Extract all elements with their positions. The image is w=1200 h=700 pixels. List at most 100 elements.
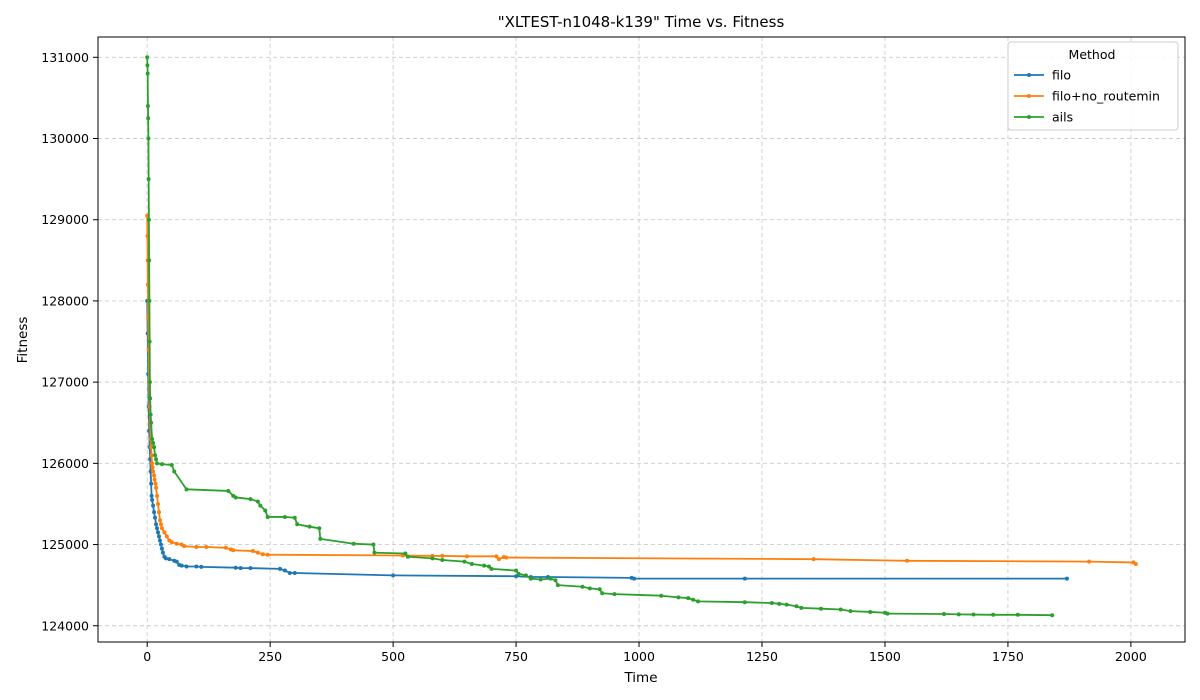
data-point — [696, 599, 701, 604]
data-point — [155, 493, 160, 498]
data-point — [482, 563, 487, 568]
data-point — [151, 441, 156, 446]
data-point — [260, 552, 265, 557]
series-filo — [145, 298, 1069, 581]
data-point — [146, 177, 151, 182]
data-point — [248, 566, 253, 571]
data-point — [371, 542, 376, 547]
y-tick-label: 125000 — [41, 537, 89, 552]
data-point — [742, 600, 747, 605]
series-filo-no-routemin — [145, 213, 1138, 567]
grid — [98, 37, 1185, 642]
x-tick-label: 750 — [504, 649, 528, 664]
data-point — [149, 420, 154, 425]
x-tick-label: 1500 — [869, 649, 901, 664]
series-line — [146, 57, 1053, 617]
data-point — [151, 469, 156, 474]
data-point — [538, 577, 543, 582]
x-tick-label: 0 — [143, 649, 151, 664]
data-point — [462, 559, 467, 564]
ticks: 0 250 500 750 1000 1250 1500 1750 2000 124000 1250… — [41, 50, 1147, 664]
data-point — [292, 515, 297, 520]
data-point — [487, 564, 492, 569]
data-point — [145, 71, 150, 76]
data-point — [194, 544, 199, 549]
data-point — [292, 570, 297, 575]
legend-marker — [1027, 73, 1031, 77]
data-point — [941, 611, 946, 616]
data-point — [528, 576, 533, 581]
data-point — [148, 412, 153, 417]
data-point — [430, 556, 435, 561]
data-point — [159, 462, 164, 467]
data-point — [318, 536, 323, 541]
data-point — [159, 546, 164, 551]
data-point — [150, 436, 155, 441]
x-axis-title: Time — [623, 670, 657, 686]
data-point — [277, 566, 282, 571]
data-point — [317, 526, 322, 531]
data-point — [769, 601, 774, 606]
y-tick-label: 130000 — [41, 131, 89, 146]
data-point — [440, 557, 445, 562]
legend-box — [1007, 41, 1179, 131]
legend-label: filo — [1052, 68, 1071, 83]
data-point — [777, 601, 782, 606]
legend-title: Method — [1069, 47, 1116, 62]
data-point — [154, 485, 159, 490]
data-point — [156, 501, 161, 506]
data-point — [147, 298, 152, 303]
data-point — [156, 530, 161, 535]
data-point — [248, 497, 253, 502]
data-point — [464, 554, 469, 559]
data-point — [152, 477, 157, 482]
x-tick-label: 1250 — [746, 649, 778, 664]
data-point — [956, 612, 961, 617]
y-tick-label: 128000 — [41, 293, 89, 308]
data-point — [548, 576, 553, 581]
data-point — [676, 595, 681, 600]
data-point — [794, 604, 799, 609]
data-point — [632, 576, 637, 581]
data-point — [238, 566, 243, 571]
data-point — [159, 526, 164, 531]
data-point — [659, 593, 664, 598]
data-point — [148, 396, 153, 401]
data-point — [146, 217, 151, 222]
data-point — [163, 556, 168, 561]
data-point — [516, 571, 521, 576]
y-tick-label: 131000 — [41, 50, 89, 65]
data-point — [223, 545, 228, 550]
legend-label: filo+no_routemin — [1052, 89, 1160, 104]
data-point — [263, 508, 268, 513]
data-point — [1087, 559, 1092, 564]
data-point — [691, 597, 696, 602]
data-point — [233, 495, 238, 500]
data-point — [600, 591, 605, 596]
y-tick-label: 126000 — [41, 456, 89, 471]
data-point — [147, 339, 152, 344]
data-point — [151, 503, 156, 508]
data-point — [169, 540, 174, 545]
data-point — [494, 554, 499, 559]
data-point — [250, 549, 255, 554]
data-point — [868, 609, 873, 614]
data-point — [258, 503, 263, 508]
data-point — [295, 522, 300, 527]
x-tick-label: 250 — [258, 649, 282, 664]
data-point — [231, 548, 236, 553]
y-tick-label: 129000 — [41, 212, 89, 227]
data-point — [255, 550, 260, 555]
data-point — [194, 564, 199, 569]
series-layer — [145, 55, 1138, 618]
data-point — [184, 564, 189, 569]
data-point — [885, 611, 890, 616]
data-point — [174, 541, 179, 546]
data-point — [164, 534, 169, 539]
data-point — [147, 258, 152, 263]
data-point — [174, 559, 179, 564]
data-point — [255, 499, 260, 504]
data-point — [152, 510, 157, 515]
data-point — [157, 538, 162, 543]
